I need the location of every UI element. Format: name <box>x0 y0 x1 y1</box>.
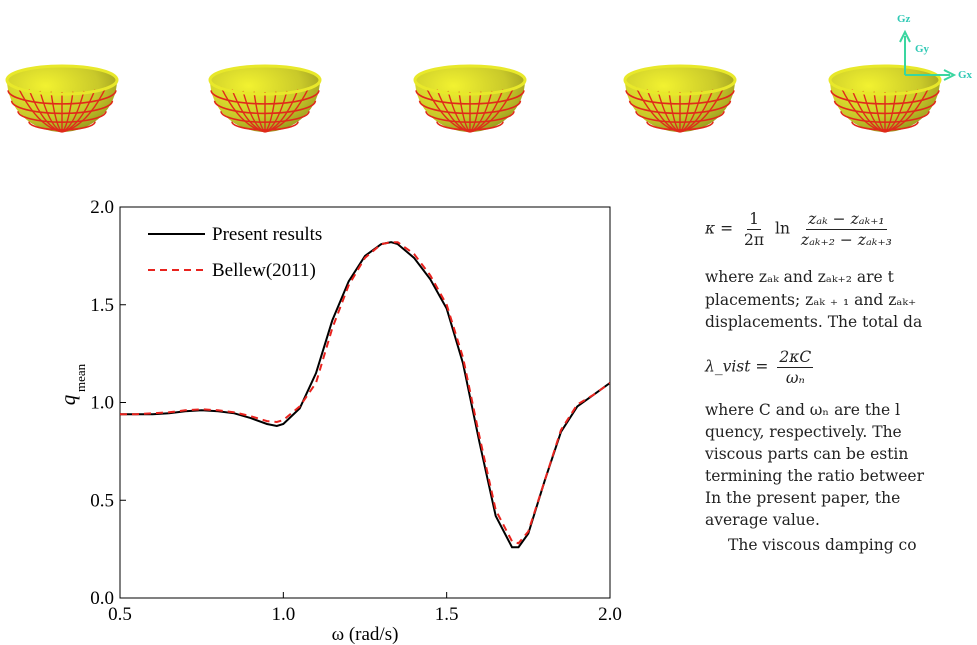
eq-den: zₐₖ₊₂ − zₐₖ₊₃ <box>800 231 892 249</box>
paragraph-line: The viscous damping co <box>728 536 917 554</box>
y-axis-label: q mean <box>56 363 88 405</box>
paragraph-line: displacements. The total da <box>705 313 923 331</box>
eq-num: 1 <box>747 210 761 230</box>
legend-label: Bellew(2011) <box>212 260 316 281</box>
hemisphere <box>828 64 942 133</box>
grid-meridian <box>39 90 63 133</box>
paragraph-line: viscous parts can be estin <box>705 445 909 463</box>
grid-meridian <box>862 90 886 133</box>
grid-meridian <box>679 86 725 133</box>
bowl-rim <box>5 64 119 96</box>
x-tick-label: 2.0 <box>598 604 622 625</box>
axis-name: Gz <box>897 13 911 25</box>
y-label-subscript: mean <box>73 363 88 392</box>
grid-meridian <box>458 91 471 133</box>
grid-meridian <box>469 86 515 133</box>
equation: κ = 1 2π ln zₐₖ − zₐₖ₊₁ zₐₖ₊₂ − zₐₖ₊₃ <box>705 210 898 249</box>
eq-num: 2κC <box>777 348 814 368</box>
hemisphere <box>413 64 527 133</box>
paragraph-line: placements; zₐₖ ₊ ₁ and zₐₖ₊ <box>705 290 917 309</box>
eq-den: 2π <box>744 231 765 249</box>
paragraph-line: quency, respectively. The <box>705 423 902 441</box>
equation: λ_vist = 2κC ωₙ <box>705 348 817 387</box>
grid-meridian <box>253 91 266 133</box>
grid-meridian <box>50 91 63 133</box>
y-tick-label: 1.0 <box>90 393 114 414</box>
grid-meridian <box>884 86 930 133</box>
eq-lhs: κ = <box>705 219 734 238</box>
bowl-rim <box>623 64 737 96</box>
hemisphere <box>623 64 737 133</box>
y-tick-label: 2.0 <box>90 197 114 218</box>
x-axis-label: ω (rad/s) <box>332 624 399 645</box>
axis-name: Gx <box>958 69 973 81</box>
grid-meridian <box>447 90 471 133</box>
eq-lhs: λ_vist = <box>705 357 769 376</box>
grid-meridian <box>242 90 266 133</box>
axis-triad: Gz Gy Gx <box>897 13 973 81</box>
bowl-rim <box>828 64 942 96</box>
eq-op: ln <box>775 219 790 238</box>
paragraph-line: In the present paper, the <box>705 489 901 507</box>
hemisphere <box>208 64 322 133</box>
hemisphere <box>5 64 119 133</box>
axis-name: Gy <box>915 43 930 55</box>
chart: ω (rad/s) q mean 0.5 1.0 1.5 2.00.00.51.01.… <box>56 197 622 645</box>
y-label-symbol: q <box>56 394 80 405</box>
paragraph-line: average value. <box>705 511 820 529</box>
eq-den: ωₙ <box>785 369 805 387</box>
y-tick-label: 1.5 <box>90 295 114 316</box>
grid-meridian <box>657 90 681 133</box>
y-tick-label: 0.5 <box>90 490 114 511</box>
hemisphere-row <box>5 64 942 133</box>
x-tick-label: 1.0 <box>271 604 295 625</box>
x-tick-label: 1.5 <box>435 604 459 625</box>
bowl-rim <box>413 64 527 96</box>
eq-num: zₐₖ − zₐₖ₊₁ <box>806 210 887 230</box>
legend-label: Present results <box>212 224 322 245</box>
bowl-rim <box>208 64 322 96</box>
x-tick-label: 0.5 <box>108 604 132 625</box>
grid-meridian <box>264 86 310 133</box>
paragraph-line: where C and ωₙ are the l <box>705 401 901 419</box>
grid-meridian <box>873 91 886 133</box>
paragraph-line: termining the ratio betweer <box>705 467 924 485</box>
data-line <box>120 241 610 545</box>
y-tick-label: 0.0 <box>90 588 114 609</box>
grid-meridian <box>61 86 107 133</box>
paragraph-line: where zₐₖ and zₐₖ₊₂ are t <box>705 268 894 286</box>
grid-meridian <box>668 91 681 133</box>
